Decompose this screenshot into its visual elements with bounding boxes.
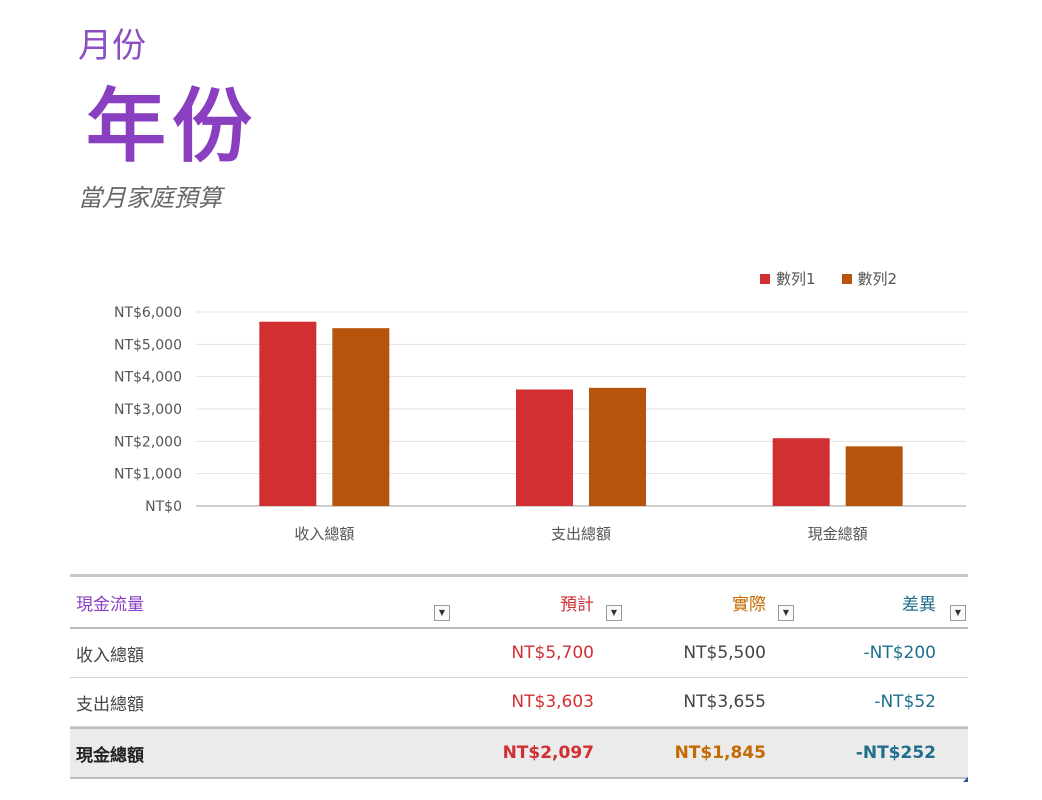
- total-actual[interactable]: NT$1,845: [674, 743, 766, 763]
- cashflow-table: 現金流量 ▼ 預計 ▼ 實際 ▼ 差異 ▼ 收入總額 NT$5,700 NT$5…: [70, 574, 968, 782]
- row-budget[interactable]: NT$5,700: [511, 643, 594, 663]
- table-total-row[interactable]: 現金總額 NT$2,097 NT$1,845 -NT$252: [70, 727, 968, 782]
- y-tick-label: NT$2,000: [114, 434, 182, 450]
- legend-item-series1: 數列1: [760, 268, 816, 289]
- row-actual[interactable]: NT$5,500: [683, 643, 766, 663]
- month-title[interactable]: 月份: [78, 26, 146, 66]
- chart-svg: NT$0 NT$1,000 NT$2,000 NT$3,000 NT$4,000 NT$5…: [114, 305, 966, 543]
- x-tick-label: 現金總額: [808, 525, 868, 543]
- table-resize-handle[interactable]: [963, 777, 968, 782]
- legend-swatch-series1: [760, 273, 770, 284]
- y-tick-label: NT$4,000: [114, 370, 182, 386]
- filter-dropdown-icon[interactable]: ▼: [950, 605, 966, 621]
- legend-item-series2: 數列2: [841, 268, 898, 289]
- table-header-row: 現金流量 ▼ 預計 ▼ 實際 ▼ 差異 ▼: [70, 577, 968, 629]
- x-tick-label: 支出總額: [551, 525, 611, 543]
- table-row[interactable]: 支出總額 NT$3,603 NT$3,655 -NT$52: [70, 678, 968, 727]
- total-diff[interactable]: -NT$252: [855, 743, 936, 763]
- chart-legend: 數列1 數列2: [760, 268, 897, 289]
- bar-series2: [845, 446, 903, 506]
- header-cashflow: 現金流量 ▼: [70, 577, 452, 627]
- bar-series1: [772, 438, 830, 506]
- row-name[interactable]: 支出總額: [76, 694, 144, 715]
- row-name[interactable]: 收入總額: [76, 645, 144, 666]
- header-cashflow-label: 現金流量: [76, 594, 144, 615]
- table-row[interactable]: 收入總額 NT$5,700 NT$5,500 -NT$200: [70, 629, 968, 678]
- bar-series1: [516, 389, 573, 506]
- header-budget: 預計 ▼: [452, 577, 624, 627]
- header-diff-label: 差異: [902, 594, 936, 615]
- legend-swatch-series2: [841, 273, 852, 284]
- bar-series1: [259, 321, 317, 506]
- total-budget[interactable]: NT$2,097: [502, 743, 594, 763]
- y-tick-label: NT$0: [145, 499, 182, 515]
- header-diff: 差異 ▼: [796, 577, 968, 627]
- filter-dropdown-icon[interactable]: ▼: [778, 605, 794, 621]
- filter-dropdown-icon[interactable]: ▼: [434, 605, 450, 621]
- header-budget-label: 預計: [560, 594, 594, 615]
- legend-label-series1: 數列1: [776, 270, 816, 288]
- bar-series2: [589, 387, 646, 506]
- row-diff[interactable]: -NT$200: [863, 643, 937, 663]
- legend-label-series2: 數列2: [857, 270, 898, 288]
- row-budget[interactable]: NT$3,603: [511, 692, 594, 712]
- x-tick-label: 收入總額: [294, 525, 354, 543]
- y-tick-label: NT$3,000: [114, 402, 182, 418]
- y-tick-label: NT$5,000: [114, 337, 182, 353]
- y-tick-label: NT$1,000: [114, 467, 182, 483]
- header-actual: 實際 ▼: [624, 577, 796, 627]
- y-tick-label: NT$6,000: [114, 305, 182, 321]
- bar-series2: [332, 328, 390, 506]
- budget-chart[interactable]: NT$0 NT$1,000 NT$2,000 NT$3,000 NT$4,000 NT$5…: [0, 250, 1042, 560]
- row-actual[interactable]: NT$3,655: [683, 692, 766, 712]
- total-name[interactable]: 現金總額: [76, 745, 144, 766]
- filter-dropdown-icon[interactable]: ▼: [606, 605, 622, 621]
- page-subtitle: 當月家庭預算: [78, 184, 222, 212]
- row-diff[interactable]: -NT$52: [874, 692, 936, 712]
- header-actual-label: 實際: [732, 594, 766, 615]
- year-title[interactable]: 年份: [86, 80, 258, 173]
